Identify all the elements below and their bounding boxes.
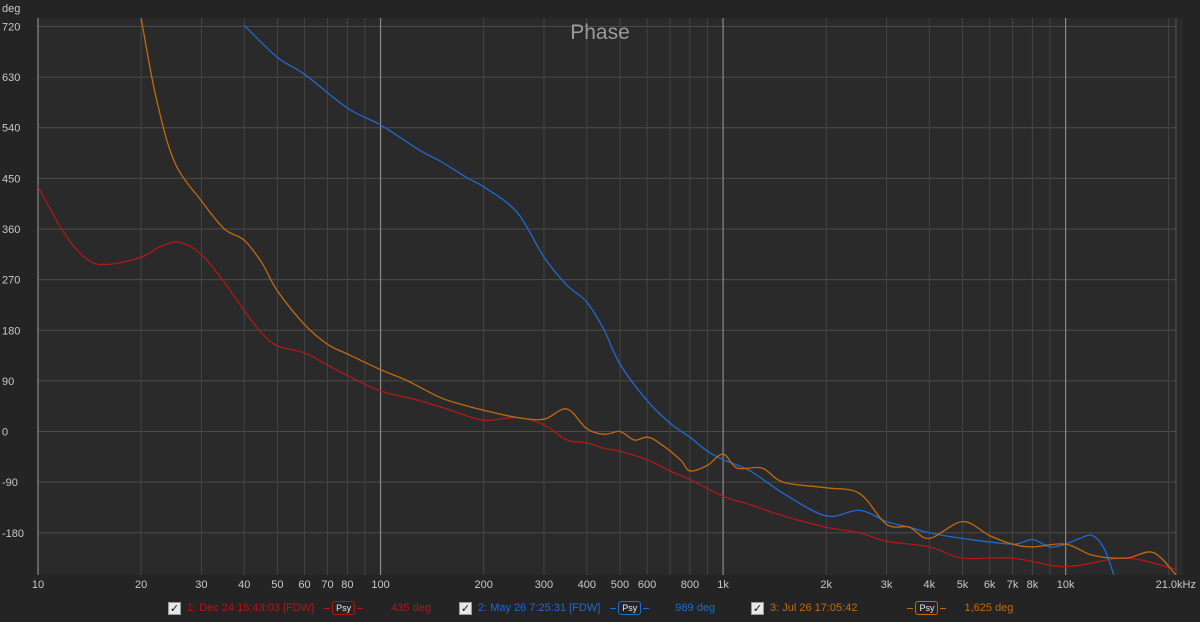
- x-tick-label: 70: [321, 579, 333, 591]
- phase-chart: 720 630 540 450 360 270 180 90 0 -90 -180 10 20 30 40…: [2, 3, 1196, 591]
- x-tick-label: 30: [195, 579, 207, 591]
- checkbox-icon[interactable]: ✓: [459, 601, 472, 615]
- y-unit-label: deg: [2, 3, 20, 15]
- series-value: 435 deg: [391, 602, 431, 614]
- x-tick-label: 8k: [1027, 579, 1039, 591]
- psy-button[interactable]: Psy: [332, 601, 356, 615]
- series-value: 1,625 deg: [964, 602, 1014, 614]
- checkbox-icon[interactable]: ✓: [751, 601, 764, 615]
- y-tick-label: 540: [2, 123, 20, 135]
- psy-button[interactable]: Psy: [618, 601, 642, 615]
- y-tick-label: 360: [2, 224, 20, 236]
- x-tick-label: 600: [638, 579, 656, 591]
- x-tick-label: 800: [681, 579, 699, 591]
- x-tick-label: 6k: [984, 579, 996, 591]
- series-name: 3: Jul 26 17:05:42: [770, 602, 858, 614]
- psy-button[interactable]: Psy: [915, 601, 939, 615]
- x-tick-label: 100: [371, 579, 389, 591]
- x-tick-label: 3k: [881, 579, 893, 591]
- series-value: 989 deg: [675, 602, 716, 614]
- x-tick-label: 4k: [924, 579, 936, 591]
- x-tick-label: 200: [474, 579, 492, 591]
- x-tick-label: 7k: [1007, 579, 1019, 591]
- chart-title: Phase: [570, 21, 630, 44]
- y-tick-label: 0: [2, 427, 8, 439]
- y-tick-label: 90: [2, 376, 14, 388]
- y-tick-label: 630: [2, 72, 20, 84]
- x-tick-label: 500: [611, 579, 629, 591]
- legend-item-3[interactable]: ✓ 3: Jul 26 17:05:42 Psy 1,625 deg: [751, 600, 1013, 616]
- legend: ✓ 1: Dec 24 15:43:03 [FDW] Psy 435 deg ✓…: [0, 596, 1200, 620]
- series-line-3: [140, 18, 1176, 575]
- x-tick-label: 300: [535, 579, 553, 591]
- x-tick-label: 21.0kHz: [1156, 579, 1196, 591]
- x-tick-label: 1k: [717, 579, 729, 591]
- x-tick-label: 20: [135, 579, 147, 591]
- x-tick-label: 2k: [820, 579, 832, 591]
- series-name: 1: Dec 24 15:43:03 [FDW]: [187, 602, 315, 614]
- x-tick-label: 80: [341, 579, 353, 591]
- y-tick-label: 720: [2, 21, 20, 33]
- x-tick-label: 5k: [957, 579, 969, 591]
- x-tick-label: 60: [298, 579, 310, 591]
- x-tick-label: 10k: [1057, 579, 1075, 591]
- legend-item-2[interactable]: ✓ 2: May 26 7:25:31 [FDW] Psy 989 deg: [459, 600, 715, 616]
- y-tick-label: -180: [2, 528, 24, 540]
- series-name: 2: May 26 7:25:31 [FDW]: [478, 602, 601, 614]
- y-axis: 720 630 540 450 360 270 180 90 0 -90 -180: [2, 21, 24, 539]
- y-tick-label: -90: [2, 477, 18, 489]
- series-line-1: [38, 186, 1176, 571]
- y-tick-label: 270: [2, 275, 20, 287]
- y-tick-label: 180: [2, 325, 20, 337]
- x-tick-label: 10: [32, 579, 44, 591]
- y-tick-label: 450: [2, 173, 20, 185]
- plot-background: [38, 18, 1183, 575]
- series-layer: [38, 18, 1176, 575]
- series-line-2: [243, 24, 1115, 575]
- x-tick-label: 50: [271, 579, 283, 591]
- x-tick-label: 400: [578, 579, 596, 591]
- x-axis: 10 20 30 40 50 60 70 80 100 200 300 400 500 600 800 1k 2…: [32, 579, 1196, 591]
- legend-item-1[interactable]: ✓ 1: Dec 24 15:43:03 [FDW] Psy 435 deg: [168, 600, 431, 616]
- x-tick-label: 40: [238, 579, 250, 591]
- grid: [37, 18, 1177, 575]
- checkbox-icon[interactable]: ✓: [168, 601, 181, 615]
